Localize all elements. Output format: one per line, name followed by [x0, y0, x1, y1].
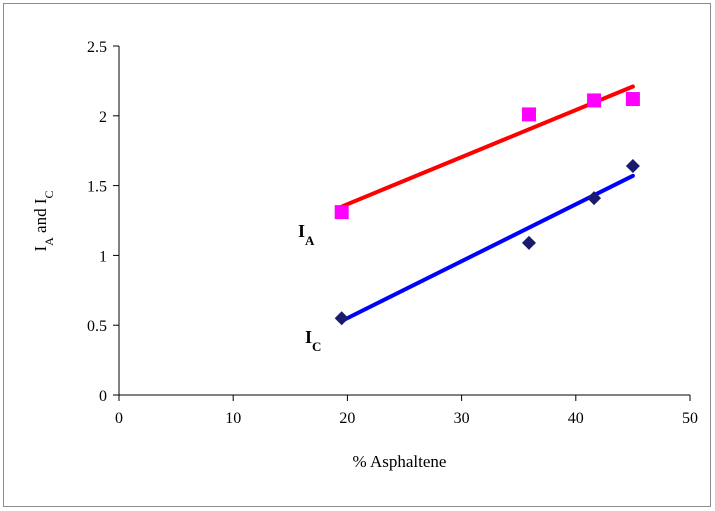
x-tick-label: 0	[115, 410, 123, 427]
x-tick-label: 20	[339, 410, 355, 427]
series-label-ia: IA	[298, 221, 315, 248]
data-point-ia	[521, 107, 536, 122]
data-point-ic	[587, 191, 602, 206]
data-point-ia	[587, 93, 602, 108]
trendline-ic	[339, 173, 635, 324]
x-tick-label: 40	[568, 410, 584, 427]
y-tick-label: 1	[99, 248, 107, 265]
y-tick-label: 2.5	[87, 39, 107, 56]
markers	[334, 92, 640, 326]
chart-frame	[3, 3, 711, 507]
data-point-ia	[334, 205, 349, 220]
trendlines	[339, 84, 635, 324]
data-point-ic	[334, 311, 349, 326]
y-tick-label: 1.5	[87, 179, 107, 196]
axes: 0 10 20 30 40 50 0 0.5 1 1.5 2 2.5 % Asphaltene IA an…	[31, 39, 698, 471]
data-point-ic	[625, 159, 640, 174]
data-point-ia	[625, 92, 640, 107]
x-tick-label: 10	[225, 410, 241, 427]
x-tick-label: 50	[682, 410, 698, 427]
series-label-ic: IC	[305, 327, 321, 354]
y-axis-title: IA and IC	[31, 190, 56, 251]
data-point-ic	[521, 235, 536, 250]
labels: IA IC	[298, 221, 321, 354]
x-tick-label: 30	[454, 410, 470, 427]
y-tick-label: 2	[99, 109, 107, 126]
x-axis-title: % Asphaltene	[353, 452, 447, 471]
y-tick-label: 0	[99, 388, 107, 405]
trendline-ia	[339, 84, 635, 209]
y-tick-label: 0.5	[87, 318, 107, 335]
